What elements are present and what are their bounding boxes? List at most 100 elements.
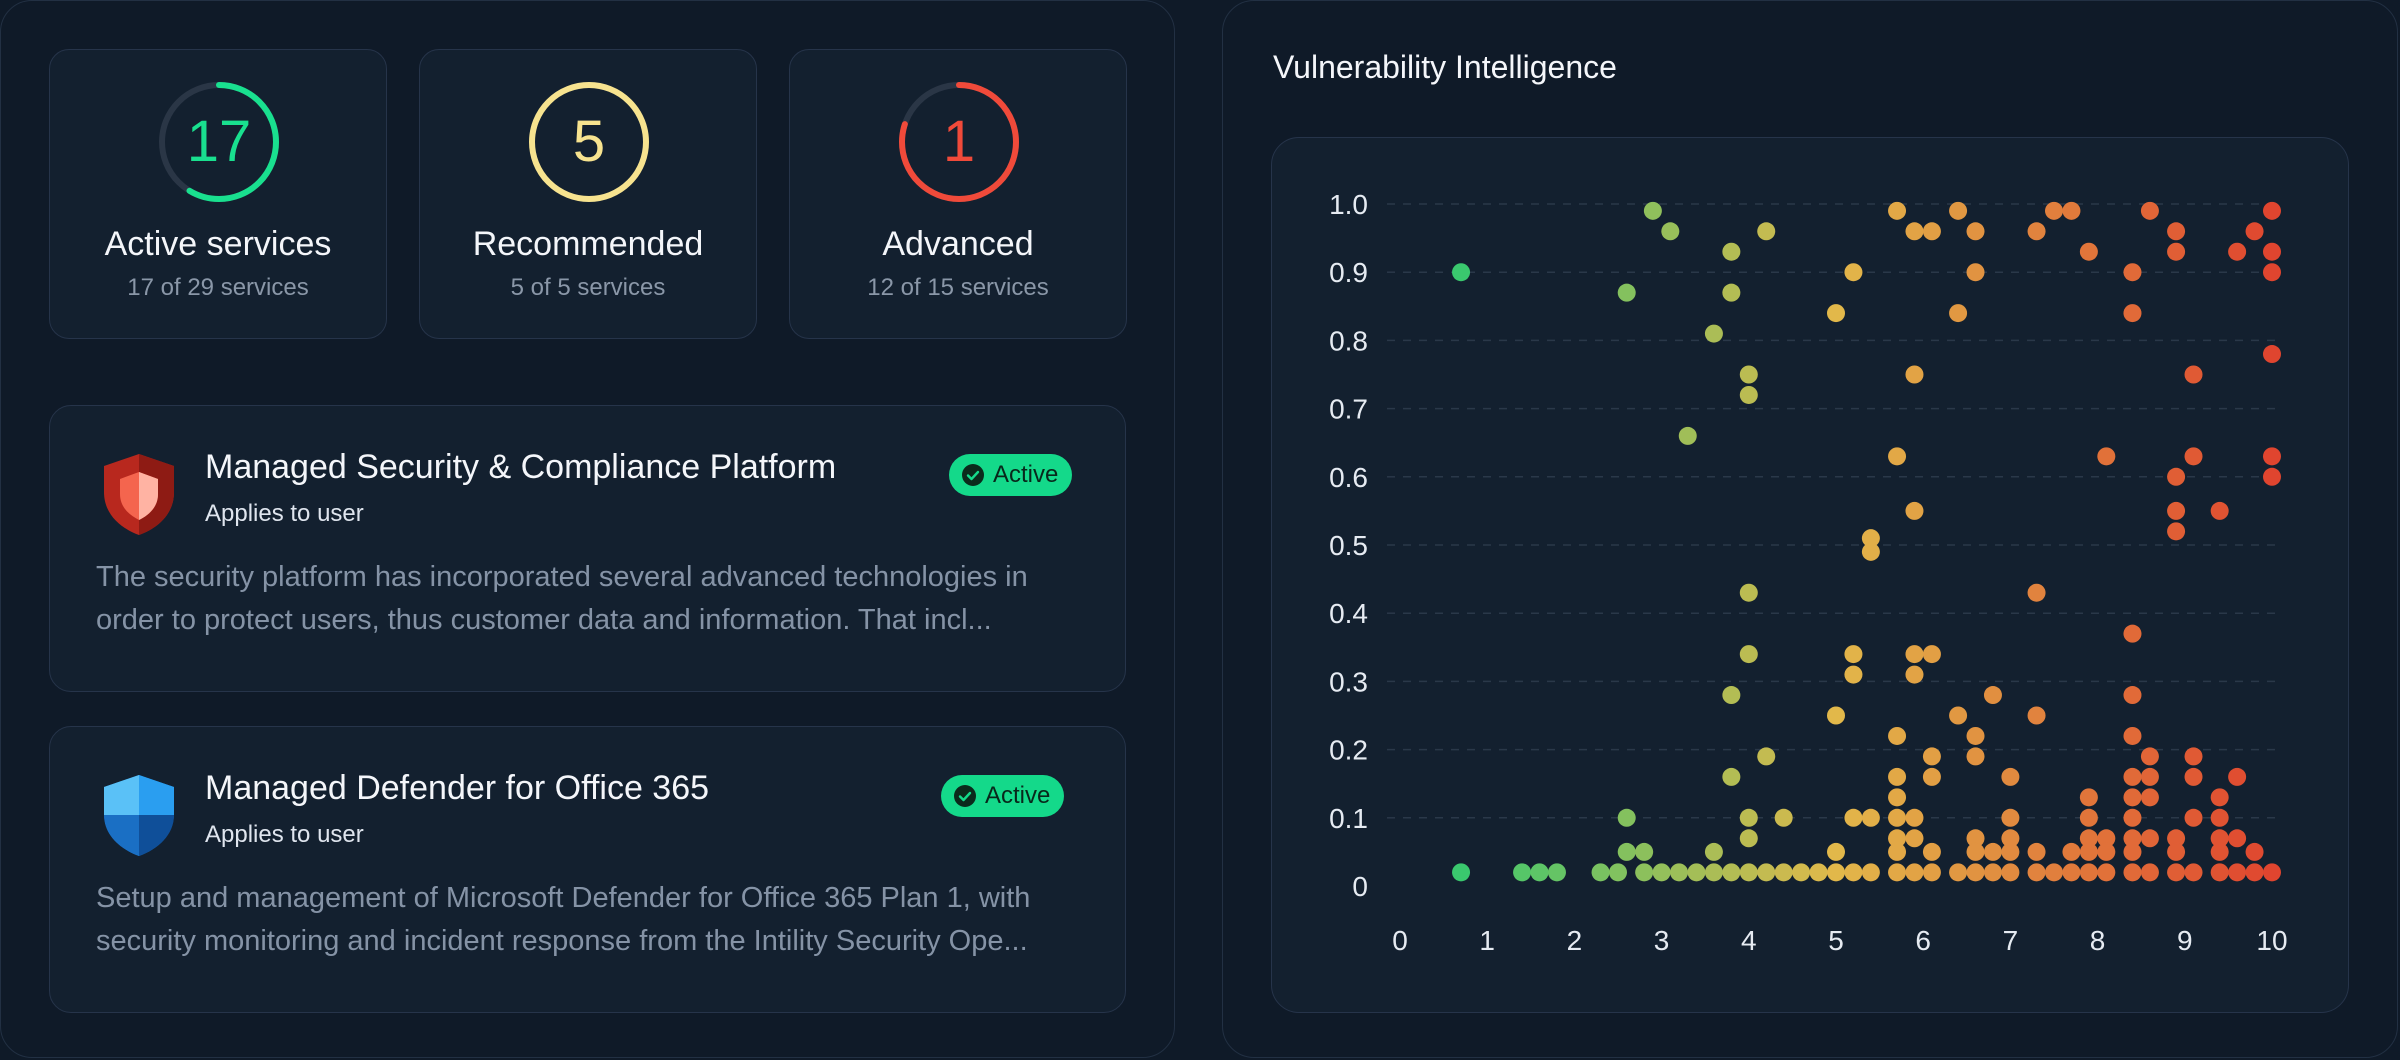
data-point[interactable] — [1861, 808, 1880, 827]
data-point[interactable] — [2167, 829, 2186, 848]
data-point[interactable] — [2245, 222, 2264, 241]
data-point[interactable] — [1617, 842, 1636, 861]
data-point[interactable] — [2123, 829, 2142, 848]
data-point[interactable] — [1635, 863, 1654, 882]
data-point[interactable] — [2001, 767, 2020, 786]
data-point[interactable] — [1722, 767, 1741, 786]
data-point[interactable] — [2027, 842, 2046, 861]
data-point[interactable] — [2027, 706, 2046, 725]
data-point[interactable] — [2097, 863, 2116, 882]
data-point[interactable] — [2079, 808, 2098, 827]
data-point[interactable] — [2001, 808, 2020, 827]
data-point[interactable] — [1513, 863, 1532, 882]
data-point[interactable] — [2210, 829, 2229, 848]
data-point[interactable] — [1983, 863, 2002, 882]
data-point[interactable] — [1661, 222, 1680, 241]
data-point[interactable] — [2062, 863, 2081, 882]
data-point[interactable] — [2123, 767, 2142, 786]
data-point[interactable] — [1591, 863, 1610, 882]
data-point[interactable] — [2123, 726, 2142, 745]
data-point[interactable] — [2167, 522, 2186, 541]
data-point[interactable] — [1861, 863, 1880, 882]
data-point[interactable] — [2001, 842, 2020, 861]
data-point[interactable] — [1949, 304, 1968, 323]
data-point[interactable] — [1827, 863, 1845, 882]
data-point[interactable] — [2140, 747, 2159, 766]
data-point[interactable] — [2245, 863, 2264, 882]
data-point[interactable] — [1739, 863, 1758, 882]
data-point[interactable] — [2123, 624, 2142, 643]
data-point[interactable] — [2228, 767, 2247, 786]
data-point[interactable] — [2140, 767, 2159, 786]
data-point[interactable] — [1704, 324, 1723, 343]
data-point[interactable] — [2001, 863, 2020, 882]
data-point[interactable] — [1739, 365, 1758, 384]
data-point[interactable] — [2123, 263, 2142, 282]
data-point[interactable] — [1757, 747, 1776, 766]
data-point[interactable] — [2263, 263, 2281, 282]
data-point[interactable] — [1609, 863, 1627, 882]
data-point[interactable] — [2140, 788, 2159, 807]
data-point[interactable] — [1966, 829, 1985, 848]
data-point[interactable] — [1844, 665, 1863, 684]
data-point[interactable] — [1687, 863, 1706, 882]
data-point[interactable] — [2097, 842, 2116, 861]
data-point[interactable] — [1966, 726, 1985, 745]
data-point[interactable] — [2245, 842, 2264, 861]
data-point[interactable] — [2228, 863, 2247, 882]
data-point[interactable] — [1905, 665, 1924, 684]
data-point[interactable] — [1617, 808, 1636, 827]
data-point[interactable] — [1888, 842, 1907, 861]
data-point[interactable] — [2263, 345, 2281, 364]
data-point[interactable] — [2123, 808, 2142, 827]
data-point[interactable] — [1861, 529, 1880, 548]
data-point[interactable] — [2210, 863, 2229, 882]
service-card-security-platform[interactable]: Managed Security & Compliance Platform A… — [49, 405, 1126, 692]
data-point[interactable] — [2045, 863, 2063, 882]
data-point[interactable] — [1809, 863, 1828, 882]
data-point[interactable] — [1722, 242, 1741, 261]
data-point[interactable] — [2027, 222, 2046, 241]
data-point[interactable] — [2184, 863, 2203, 882]
data-point[interactable] — [2027, 583, 2046, 602]
data-point[interactable] — [1905, 829, 1924, 848]
data-point[interactable] — [2123, 842, 2142, 861]
data-point[interactable] — [2210, 788, 2229, 807]
data-point[interactable] — [2210, 808, 2229, 827]
data-point[interactable] — [1739, 385, 1758, 404]
data-point[interactable] — [2079, 829, 2098, 848]
data-point[interactable] — [2123, 304, 2142, 323]
data-point[interactable] — [1844, 808, 1863, 827]
data-point[interactable] — [1704, 842, 1723, 861]
data-point[interactable] — [2263, 242, 2281, 261]
data-point[interactable] — [1905, 222, 1924, 241]
data-point[interactable] — [1905, 365, 1924, 384]
data-point[interactable] — [2079, 242, 2098, 261]
data-point[interactable] — [2167, 863, 2186, 882]
data-point[interactable] — [1722, 283, 1741, 302]
data-point[interactable] — [2062, 842, 2081, 861]
data-point[interactable] — [1774, 863, 1793, 882]
data-point[interactable] — [1922, 767, 1941, 786]
data-point[interactable] — [2045, 201, 2063, 220]
data-point[interactable] — [1678, 426, 1697, 445]
data-point[interactable] — [1922, 222, 1941, 241]
data-point[interactable] — [2027, 863, 2046, 882]
data-point[interactable] — [1643, 201, 1662, 220]
data-point[interactable] — [2123, 863, 2142, 882]
data-point[interactable] — [1949, 863, 1968, 882]
data-point[interactable] — [2210, 842, 2229, 861]
data-point[interactable] — [1757, 863, 1776, 882]
stat-card-active-services[interactable]: 17 Active services 17 of 29 services — [49, 49, 387, 339]
data-point[interactable] — [2140, 863, 2159, 882]
data-point[interactable] — [1739, 645, 1758, 664]
data-point[interactable] — [2062, 201, 2081, 220]
data-point[interactable] — [2263, 447, 2281, 466]
data-point[interactable] — [2140, 201, 2159, 220]
data-point[interactable] — [2167, 842, 2186, 861]
data-point[interactable] — [1966, 263, 1985, 282]
data-point[interactable] — [2184, 747, 2203, 766]
stat-card-advanced[interactable]: 1 Advanced 12 of 15 services — [789, 49, 1127, 339]
data-point[interactable] — [2184, 447, 2203, 466]
data-point[interactable] — [1652, 863, 1671, 882]
